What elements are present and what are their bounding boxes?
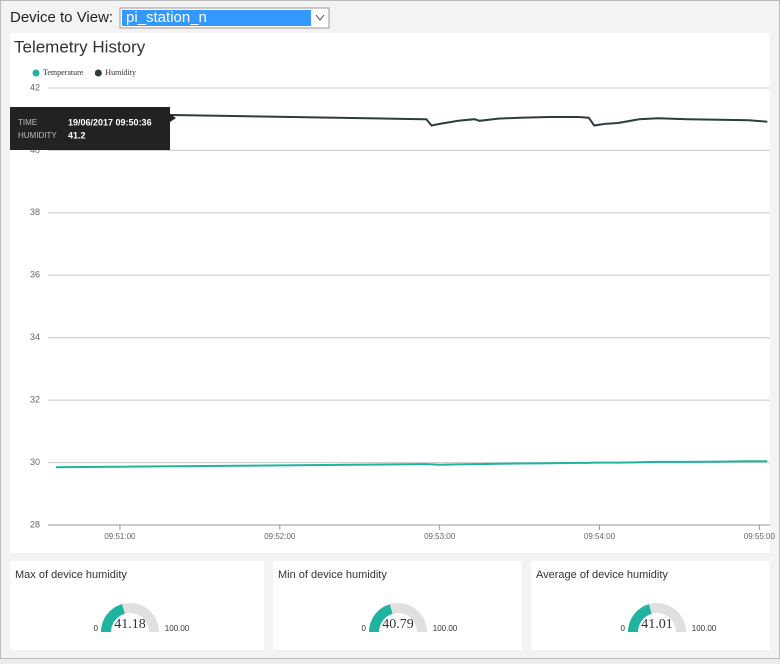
gauge-min: 0 xyxy=(362,624,367,633)
gauge-min: 0 xyxy=(621,624,626,633)
dropdown-arrow[interactable] xyxy=(315,14,325,21)
series-line xyxy=(55,460,768,469)
gauge-fill xyxy=(628,604,652,632)
tooltip-value-label: HUMIDITY xyxy=(18,131,57,140)
x-tick-label: 09:54:00 xyxy=(584,532,616,541)
y-tick-label: 42 xyxy=(30,82,40,92)
legend-label: Humidity xyxy=(105,68,136,77)
gauge-max: 100.00 xyxy=(692,624,717,633)
gauge-title: Min of device humidity xyxy=(278,569,387,581)
x-tick-label: 09:51:00 xyxy=(104,532,136,541)
y-tick-label: 32 xyxy=(30,395,40,405)
tooltip-time-label: TIME xyxy=(18,118,37,127)
x-tick-label: 09:52:00 xyxy=(264,532,296,541)
gauge-value: 41.18 xyxy=(114,617,146,632)
chart-title: Telemetry History xyxy=(14,37,146,56)
gauge-min: 0 xyxy=(94,624,99,633)
gauge-max: 100.00 xyxy=(165,624,190,633)
y-tick-label: 34 xyxy=(30,332,40,342)
selected-device[interactable]: pi_station_n xyxy=(126,9,207,26)
device-label: Device to View: xyxy=(10,9,113,26)
y-tick-label: 30 xyxy=(30,457,40,467)
gauge-title: Max of device humidity xyxy=(15,569,127,581)
x-tick-label: 09:55:00 xyxy=(744,532,776,541)
gauge-fill xyxy=(369,604,393,632)
y-tick-label: 36 xyxy=(30,270,40,280)
gauge-max: 100.00 xyxy=(433,624,458,633)
y-tick-label: 28 xyxy=(30,519,40,529)
tooltip-box xyxy=(10,107,176,150)
x-tick-label: 09:53:00 xyxy=(424,532,456,541)
legend-label: Temperature xyxy=(43,68,84,77)
tooltip-time: 19/06/2017 09:50:36 xyxy=(68,117,152,127)
gauge-title: Average of device humidity xyxy=(536,569,668,581)
select-highlight xyxy=(122,10,311,26)
tooltip-value: 41.2 xyxy=(68,130,86,140)
legend-marker xyxy=(32,69,40,77)
gauge-value: 40.79 xyxy=(382,617,414,632)
gauge-value: 41.01 xyxy=(641,617,673,632)
legend-marker xyxy=(94,69,102,77)
series-line xyxy=(55,112,768,127)
y-tick-label: 38 xyxy=(30,207,40,217)
gauge-fill xyxy=(101,604,125,632)
